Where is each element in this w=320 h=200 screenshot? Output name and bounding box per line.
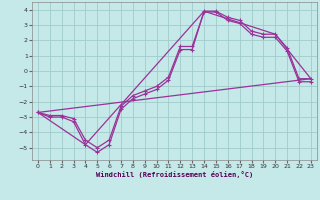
X-axis label: Windchill (Refroidissement éolien,°C): Windchill (Refroidissement éolien,°C) <box>96 171 253 178</box>
